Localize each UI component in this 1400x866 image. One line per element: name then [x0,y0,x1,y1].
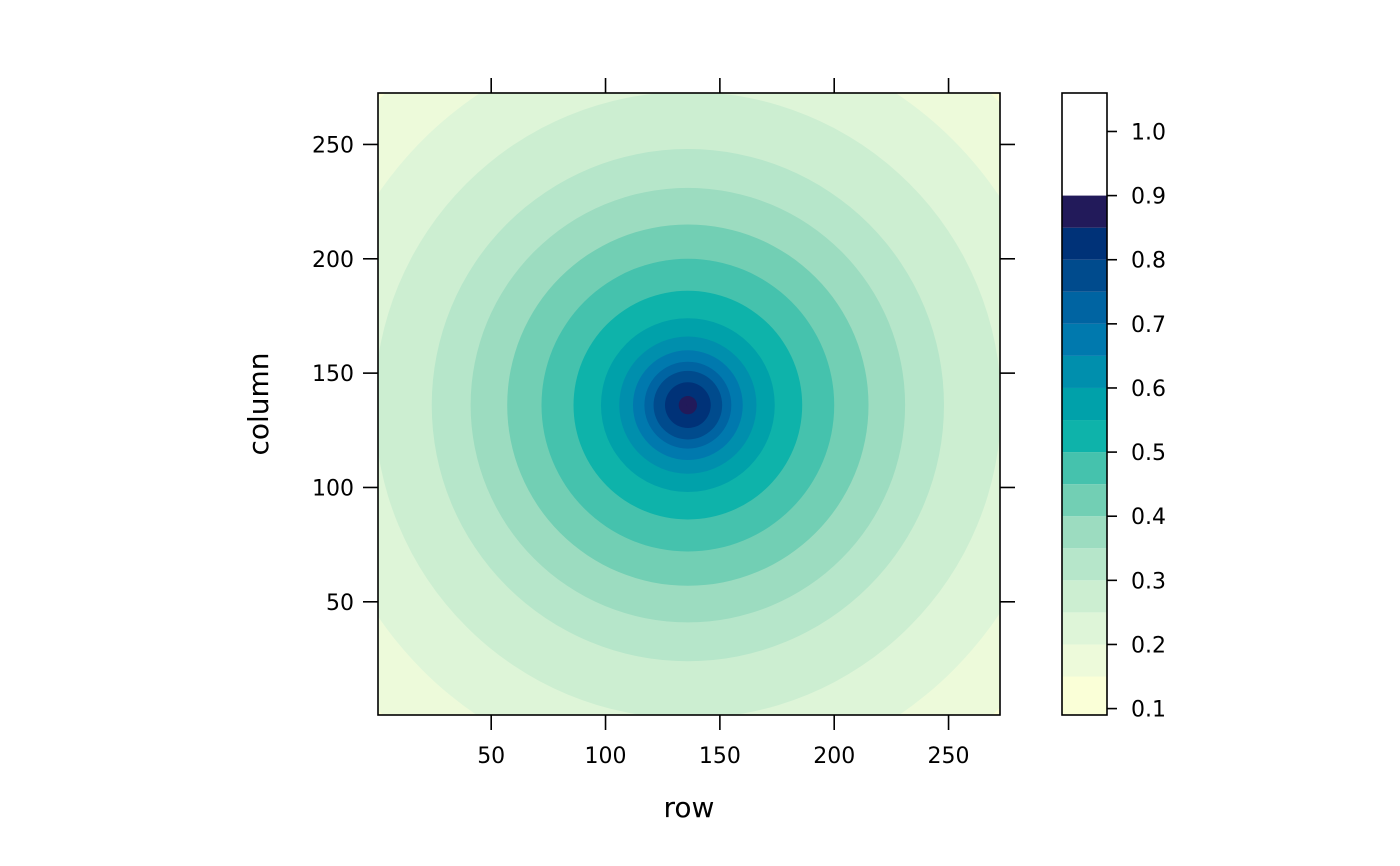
colorkey-tick-label: 0.2 [1131,633,1166,658]
colorkey-tick-label: 0.6 [1131,377,1166,402]
colorkey-swatch [1062,195,1107,228]
colorkey-swatch [1062,452,1107,485]
y-tick-label: 200 [312,248,354,273]
colorkey-swatch [1062,291,1107,324]
colorkey-tick-label: 0.7 [1131,313,1166,338]
colorkey-tick-label: 0.4 [1131,505,1166,530]
colorkey-swatch [1062,644,1107,677]
x-tick-label: 150 [699,744,741,769]
y-axis-label: column [242,352,275,455]
colorkey-swatch [1062,516,1107,549]
colorkey-tick-label: 0.1 [1131,698,1166,723]
colorkey-tick-label: 0.9 [1131,185,1166,210]
x-axis-label: row [664,791,715,824]
x-tick-label: 100 [585,744,627,769]
colorkey-tick-label: 0.5 [1131,441,1166,466]
colorkey-swatch [1062,387,1107,421]
y-tick-label: 50 [326,591,354,616]
x-tick-label: 200 [813,744,855,769]
colorkey-swatch [1062,355,1107,388]
y-axis: 50 100 150 200 250 [312,133,1015,616]
colorkey-swatch [1062,484,1107,517]
colorkey-tick-label: 0.3 [1131,569,1166,594]
y-tick-label: 150 [312,362,354,387]
panel-frame [377,92,1001,716]
colorkey-swatch [1062,323,1107,356]
x-tick-label: 250 [928,744,970,769]
colorkey-swatch [1062,420,1107,453]
colorkey-swatch [1062,612,1107,645]
y-tick-label: 100 [312,476,354,501]
colorkey-swatch [1062,548,1107,581]
contour-bands [378,93,1000,715]
colorkey-tick-label: 0.8 [1131,249,1166,274]
colorkey-swatch [1062,676,1107,715]
colorkey-tick-label: 1.0 [1131,120,1166,145]
colorkey-swatch [1062,259,1107,292]
peak-point [686,403,690,407]
x-tick-label: 50 [477,744,505,769]
colorkey-swatch [1062,580,1107,613]
x-axis: 50 100 150 200 250 [477,78,970,769]
colorkey-frame [1061,92,1108,716]
y-tick-label: 250 [312,133,354,158]
colorkey-swatch [1062,227,1107,260]
colorkey: 0.1 0.2 0.3 0.4 0.5 0.6 0.7 0.8 0.9 1.0 [1061,92,1166,723]
